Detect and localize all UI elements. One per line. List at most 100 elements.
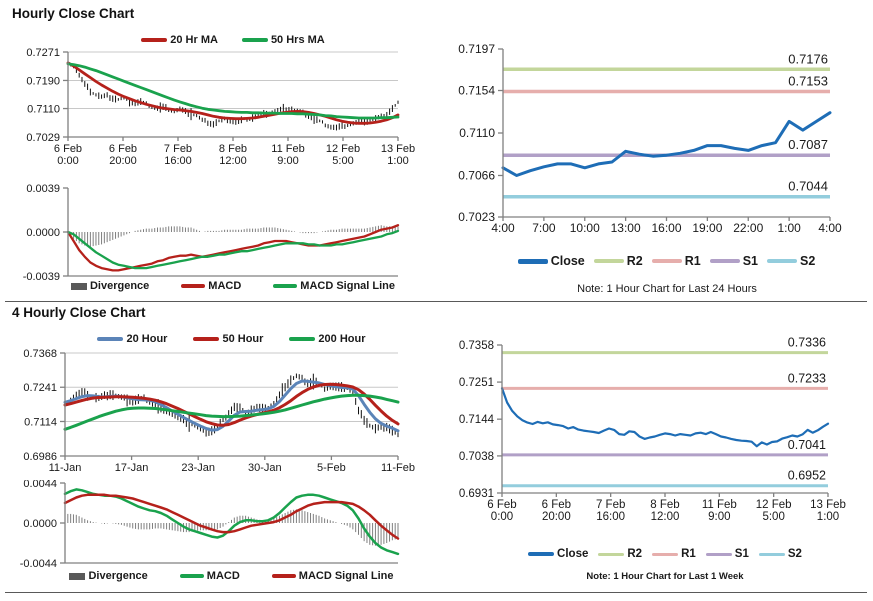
legend-label: S1 [734,548,749,560]
x-tick-label: 13:00 [611,221,641,235]
hline-label-r1: 0.7153 [788,73,828,88]
chart-hourly-macd: 0.0039 0.0000 -0.0039 Divergence MACD MACD Si… [8,180,420,298]
legend-item-20-hour: 20 Hour [97,333,167,345]
s1-swatch-icon [709,259,740,263]
x-tick-label: 7 Feb [596,499,625,511]
legend-item-50-hour: 50 Hour [193,333,263,345]
x-tick-label: 1:00 [817,511,839,523]
chart-4hourly-macd: 0.0044 0.0000 -0.0044 Divergence MACD MACD Si… [8,480,420,598]
series-macd-signal-line [63,493,400,540]
x-tick-label: 4:00 [491,221,515,235]
x-tick-label: 6 Feb [487,499,516,511]
legend-hourly-macd: Divergence MACD MACD Signal Line [68,280,398,292]
x-tick-label: 0:00 [491,511,513,523]
hline-label-s1: 0.7041 [788,438,826,452]
legend-label: R2 [627,548,643,560]
x-tick-label: 11 Feb [271,143,304,155]
y-tick-label: 0.7114 [24,416,57,428]
legend-label: MACD Signal Line [298,570,394,582]
legend-label: 20 Hr MA [170,34,218,46]
legend-item-macd: MACD [181,280,241,292]
divergence-swatch-icon [69,572,86,580]
x-tick-label: 1:00 [387,155,408,167]
legend-item-s2: S2 [758,548,802,560]
legend-item-macd: MACD [179,570,240,582]
note-sr-24h: Note: 1 Hour Chart for Last 24 Hours [577,283,757,295]
hline-label-s2: 0.6952 [788,469,826,483]
y-tick-label: 0.0044 [23,480,57,490]
x-tick-label: 17-Jan [115,462,149,474]
y-tick-label: 0.0039 [26,183,60,195]
macd-swatch-icon [179,574,204,578]
hline-label-r2: 0.7336 [788,336,826,350]
r1-swatch-icon [651,259,682,263]
close-swatch-icon [528,552,555,556]
y-tick-label: 0.7251 [459,377,494,389]
x-tick-label: 19:00 [692,221,722,235]
x-tick-label: 0:00 [57,155,78,167]
section-title-4hourly: 4 Hourly Close Chart [12,305,146,320]
legend-label: MACD [208,280,242,292]
x-tick-label: 5-Feb [317,462,346,474]
r2-swatch-icon [598,552,625,556]
x-tick-label: 7 Feb [164,143,192,155]
legend-item-macd-signal-line: MACD Signal Line [271,570,394,582]
x-tick-label: 7:00 [532,221,556,235]
series-macd-signal-line [66,229,400,270]
x-tick-label: 20:00 [109,155,137,167]
legend-label: Close [550,254,585,268]
y-tick-label: 0.6931 [459,488,494,500]
r1-swatch-icon [652,552,679,556]
x-tick-label: 16:00 [651,221,681,235]
y-tick-label: 0.7154 [458,84,495,98]
x-tick-label: 11-Feb [381,462,415,474]
legend-label: S2 [787,548,802,560]
macd-swatch-icon [181,284,206,288]
hline-label-s1: 0.7087 [788,137,828,152]
legend-label: R2 [626,254,643,268]
divergence-swatch-icon [70,282,87,290]
x-tick-label: 5:00 [762,511,784,523]
series-200-hour [63,393,400,431]
legend-label: MACD [206,570,240,582]
series-50-hrs-ma [66,62,400,120]
legend-item-s2: S2 [767,254,815,268]
x-tick-label: 1:00 [777,221,801,235]
section-title-hourly: Hourly Close Chart [12,6,135,21]
chart-support-resistance-24h: 0.7176 0.7153 0.7087 0.7044 0.7197 0.7154 0.71… [430,30,870,300]
legend-item-s1: S1 [709,254,758,268]
hline-label-r2: 0.7176 [788,51,828,66]
y-tick-label: 0.7110 [459,126,495,140]
y-tick-label: -0.0039 [23,271,60,283]
legend-item-divergence: Divergence [69,570,148,582]
chart-hourly-price: 0.7271 0.7190 0.7110 0.7029 6 Feb 0:00 6 Feb 20… [8,28,420,178]
x-tick-label: 10:00 [570,221,600,235]
y-tick-label: 0.7358 [459,340,494,352]
series-close [501,111,832,177]
series-close [500,387,830,448]
x-tick-label: 11 Feb [702,499,737,511]
y-tick-label: 0.7271 [26,47,60,59]
hline-label-s2: 0.7044 [788,179,828,194]
legend-label: Divergence [89,280,150,292]
hline-label-r1: 0.7233 [788,371,826,385]
y-tick-label: -0.0044 [20,558,57,570]
legend-label: Close [557,548,589,560]
legend-label: 20 Hour [126,333,168,345]
macd-signal-line-swatch-icon [271,574,296,578]
legend-label: MACD Signal Line [300,280,396,292]
sr-24h-plot: 0.7176 0.7153 0.7087 0.7044 0.7197 0.7154 0.71… [458,42,842,235]
x-tick-label: 5:00 [332,155,353,167]
legend-label: R1 [681,548,696,560]
axes: 0.0044 0.0000 -0.0044 [20,480,398,570]
x-tick-label: 6 Feb [109,143,137,155]
sr-1w-plot: 0.7336 0.7233 0.7041 0.6952 0.7358 0.7251 0.71… [459,336,846,523]
axes: 0.0039 0.0000 -0.0039 [23,183,398,283]
hourly-macd-plot: 0.0039 0.0000 -0.0039 [23,183,400,283]
x-tick-label: 4:00 [818,221,842,235]
